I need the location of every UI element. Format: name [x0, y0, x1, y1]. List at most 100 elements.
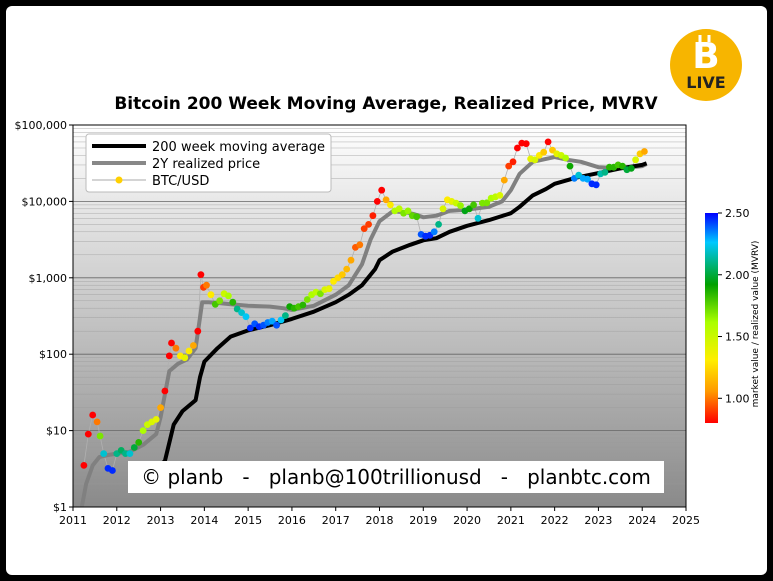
btc-price-point [457, 202, 464, 210]
legend: 200 week moving average 2Y realized pric… [85, 133, 332, 193]
btc-price-point [369, 212, 377, 220]
btc-price-point [229, 298, 237, 306]
btc-price-point [347, 256, 355, 264]
y-tick-label: $100,000 [15, 119, 68, 132]
credit-text: © planb - planb@100trillionusd - planbtc… [141, 465, 651, 489]
btc-price-point [470, 201, 477, 209]
logo-live-text: LIVE [686, 73, 725, 92]
btc-price-point [139, 427, 147, 434]
btc-price-point [540, 148, 548, 156]
btc-price-point [203, 281, 210, 289]
x-tick-label: 2013 [147, 514, 175, 527]
colorbar-tick-label: 2.00 [725, 269, 750, 282]
chart-canvas: B LIVE Bitcoin 200 Week Moving Average, … [15, 29, 761, 527]
btc-price-point [378, 186, 386, 194]
btc-price-point [562, 154, 569, 162]
legend-label-btc: BTC/USD [152, 174, 209, 189]
btc-price-point [325, 285, 333, 293]
btc-price-point [238, 309, 246, 316]
btc-price-point [439, 205, 447, 213]
btc-price-point [317, 290, 324, 298]
btc-price-point [100, 450, 108, 457]
btc-price-point [592, 181, 600, 189]
chart-title: Bitcoin 200 Week Moving Average, Realize… [114, 94, 658, 114]
btc-price-point [435, 221, 442, 228]
colorbar-tick-label: 2.50 [725, 207, 750, 220]
axes: 2011 2012 2013 2014 2015 2016 2017 2018 2019 2020… [15, 119, 701, 527]
btc-price-point [641, 148, 648, 155]
btc-price-point [197, 271, 205, 278]
btc-price-point [80, 462, 88, 469]
btc-price-point [413, 213, 421, 221]
btc-price-point [404, 207, 412, 215]
btc-price-point [474, 214, 482, 222]
btc-price-point [299, 301, 307, 309]
btc-price-point [566, 162, 574, 170]
btc-price-point [84, 430, 92, 438]
btc-price-point [161, 387, 169, 395]
btc-price-point [282, 312, 289, 319]
btc-price-point [627, 165, 635, 172]
btc-price-point [509, 158, 517, 166]
btc-price-point [356, 241, 364, 249]
btc-price-point [465, 205, 473, 213]
btc-price-point [483, 199, 491, 207]
btc-price-point [216, 297, 224, 305]
credit-annotation: © planb - planb@100trillionusd - planbtc… [128, 461, 664, 493]
x-tick-label: 2025 [672, 514, 700, 527]
btc-price-point [268, 317, 276, 325]
btc-price-point [225, 292, 232, 300]
btc-price-point [165, 352, 173, 360]
btc-price-point [382, 196, 390, 204]
btc-price-point [496, 192, 504, 199]
btc-price-point [531, 156, 539, 164]
btc-price-point [273, 321, 280, 329]
btc-price-point [303, 296, 311, 303]
legend-swatch-btc-dot [115, 176, 123, 184]
x-tick-label: 2015 [234, 514, 262, 527]
x-tick-label: 2024 [628, 514, 656, 527]
btc-price-point [207, 291, 215, 299]
x-tick-label: 2020 [453, 514, 481, 527]
x-tick-label: 2021 [497, 514, 525, 527]
x-tick-label: 2016 [278, 514, 306, 527]
btc-price-point [242, 313, 250, 321]
btc-price-point [387, 201, 394, 209]
btc-price-point [172, 344, 180, 352]
ma-200-week-line [154, 161, 648, 470]
y-tick-label: $100 [39, 348, 67, 361]
btc-price-point [109, 467, 116, 474]
colorbar-ticks: 1.00 1.50 2.00 2.50 [718, 207, 750, 405]
x-tick-label: 2012 [103, 514, 131, 527]
btc-price-point [185, 347, 193, 355]
btc-price-point [93, 418, 101, 426]
x-tick-label: 2014 [190, 514, 218, 527]
x-tick-label: 2018 [366, 514, 394, 527]
chart-frame: B LIVE Bitcoin 200 Week Moving Average, … [6, 6, 767, 575]
y-tick-label: $1,000 [29, 272, 68, 285]
btc-price-point [373, 198, 381, 205]
btc-price-point [430, 228, 438, 236]
y-tick-label: $10,000 [22, 195, 68, 208]
bitcoin-b-glyph: B [692, 36, 719, 77]
bitcoin-live-logo: B LIVE [670, 29, 742, 101]
btc-price-point [181, 354, 189, 362]
btc-price-point [277, 316, 285, 324]
btc-price-point [360, 225, 368, 233]
btc-price-point [190, 342, 197, 349]
series-layer [79, 138, 648, 507]
x-tick-label: 2019 [409, 514, 437, 527]
btc-price-point [632, 156, 639, 164]
btc-price-point [152, 416, 160, 423]
colorbar-gradient [705, 213, 718, 423]
btc-price-point [365, 221, 372, 228]
x-tick-label: 2017 [322, 514, 350, 527]
btc-price-point [514, 144, 521, 152]
colorbar-tick-label: 1.00 [725, 392, 750, 405]
btc-price-point [89, 411, 97, 419]
btc-price-point [135, 439, 143, 446]
btc-price-point [601, 169, 609, 176]
legend-label-ma: 200 week moving average [152, 140, 325, 155]
btc-price-point [130, 444, 138, 451]
colorbar: 1.00 1.50 2.00 2.50 market value / realized… [705, 207, 761, 423]
